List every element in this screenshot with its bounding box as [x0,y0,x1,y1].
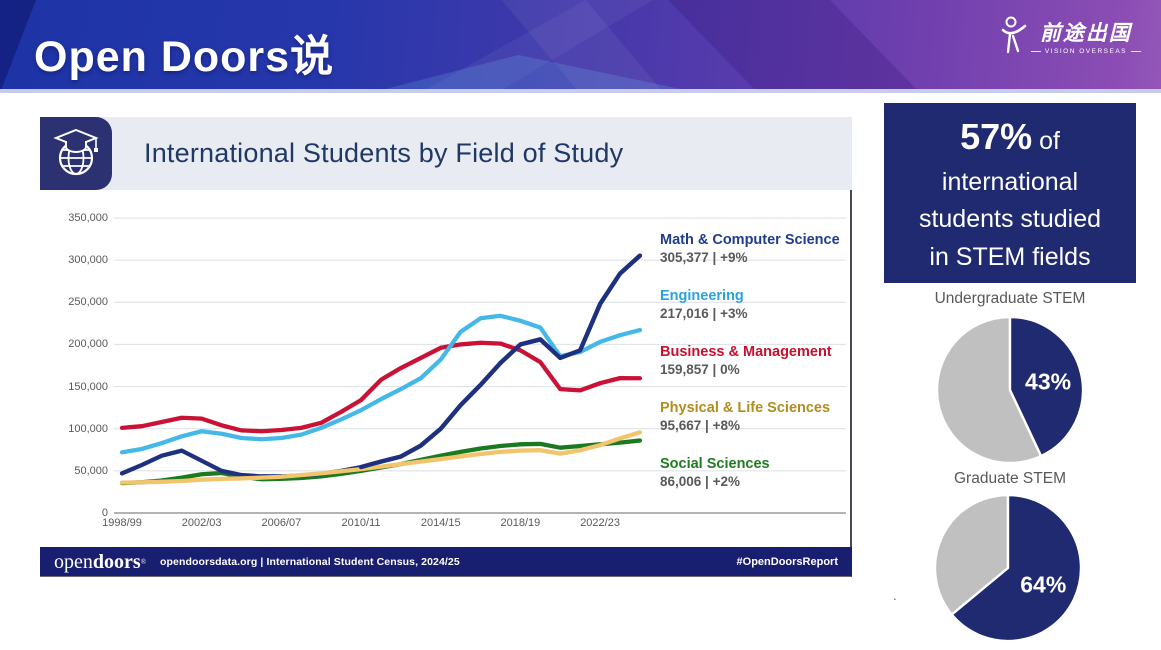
y-tick-label: 300,000 [68,254,108,267]
undergrad-stem-pie: 43% [935,315,1085,465]
legend-series-stats: 86,006 | +2% [660,474,740,489]
legend-item: Business & Management 159,857 | 0% [660,343,850,379]
brand-chinese-text: 前途出国 [1039,22,1132,46]
legend-item: Math & Computer Science 305,377 | +9% [660,231,850,267]
stem-headline-line3: students studied [918,205,1102,234]
opendoors-logo: opendoors® [54,550,147,573]
legend-series-name: Math & Computer Science [660,232,840,248]
undergrad-pie-title: Undergraduate STEM [934,290,1086,307]
graduate-pie-title: Graduate STEM [954,470,1066,487]
legend-series-name: Engineering [660,288,744,304]
legend-series-stats: 95,667 | +8% [660,418,740,433]
chart-footer-bar: opendoors® opendoorsdata.org | Internati… [40,547,852,576]
vision-overseas-logo: 前途出国 VISION OVERSEAS [1001,16,1141,61]
x-tick-label: 2010/11 [341,517,381,529]
graduate-stem-pie: 64% [933,493,1083,643]
x-tick-label: 2018/19 [500,517,541,529]
legend-series-name: Business & Management [660,344,832,360]
legend-item: Engineering 217,016 | +3% [660,287,850,323]
y-tick-label: 150,000 [68,380,108,393]
x-tick-label: 2006/07 [261,517,302,529]
legend-series-name: Physical & Life Sciences [660,400,831,416]
legend-series-stats: 217,016 | +3% [660,306,748,321]
page-title: Open Doors说 [34,33,335,81]
legend-series-stats: 305,377 | +9% [660,250,748,265]
header-decor-shape [668,0,920,93]
stem-headline-line4: in STEM fields [929,242,1091,271]
divider [1030,50,1041,52]
y-tick-label: 250,000 [68,296,108,309]
x-tick-label: 1998/99 [102,517,142,529]
y-tick-label: 350,000 [68,212,108,224]
slide-header: Open Doors说 前途出国 VISION OVERSEAS [0,0,1161,93]
source-text: opendoorsdata.org | International Studen… [160,555,460,568]
divider [1131,50,1141,52]
stem-headline-line2: international [941,167,1079,196]
header-decor-shape [370,55,700,93]
y-tick-label: 200,000 [68,338,108,351]
line-chart [114,217,846,514]
chart-title: International Students by Field of Study [144,138,624,168]
legend-series-stats: 159,857 | 0% [660,362,740,377]
header-decor-shape [468,0,720,93]
y-tick-label: 0 [101,507,108,519]
header-bottom-strip [0,89,1161,93]
chart-card-header [40,117,852,190]
pie-percpoint-label: 64% [1020,572,1066,598]
stem-headline-line1: 57% of [960,115,1060,157]
y-tick-label: 100,000 [68,422,108,435]
stray-dot: . [893,588,897,603]
legend-item: Physical & Life Sciences 95,667 | +8% [660,399,850,435]
legend-series-name: Social Sciences [660,456,770,472]
y-tick-label: 50,000 [74,464,108,477]
stem-headline-box: 57% of international students studied in… [884,103,1136,283]
header-decor-shape [300,0,720,93]
hashtag-text: #OpenDoorsReport [736,555,838,568]
x-tick-label: 2022/23 [580,517,620,529]
brand-english-text: VISION OVERSEAS [1030,48,1141,55]
person-icon [1001,16,1027,61]
chart-legend: Math & Computer Science 305,377 | +9% Engi… [660,231,850,491]
open-doors-chart-card: International Students by Field of Study… [40,117,852,577]
legend-item: Social Sciences 86,006 | +2% [660,455,850,491]
x-tick-label: 2014/15 [420,517,461,529]
pie-percpoint-label: 43% [1025,368,1071,394]
globe-graduation-icon [40,117,112,190]
x-tick-label: 2002/03 [181,517,222,529]
